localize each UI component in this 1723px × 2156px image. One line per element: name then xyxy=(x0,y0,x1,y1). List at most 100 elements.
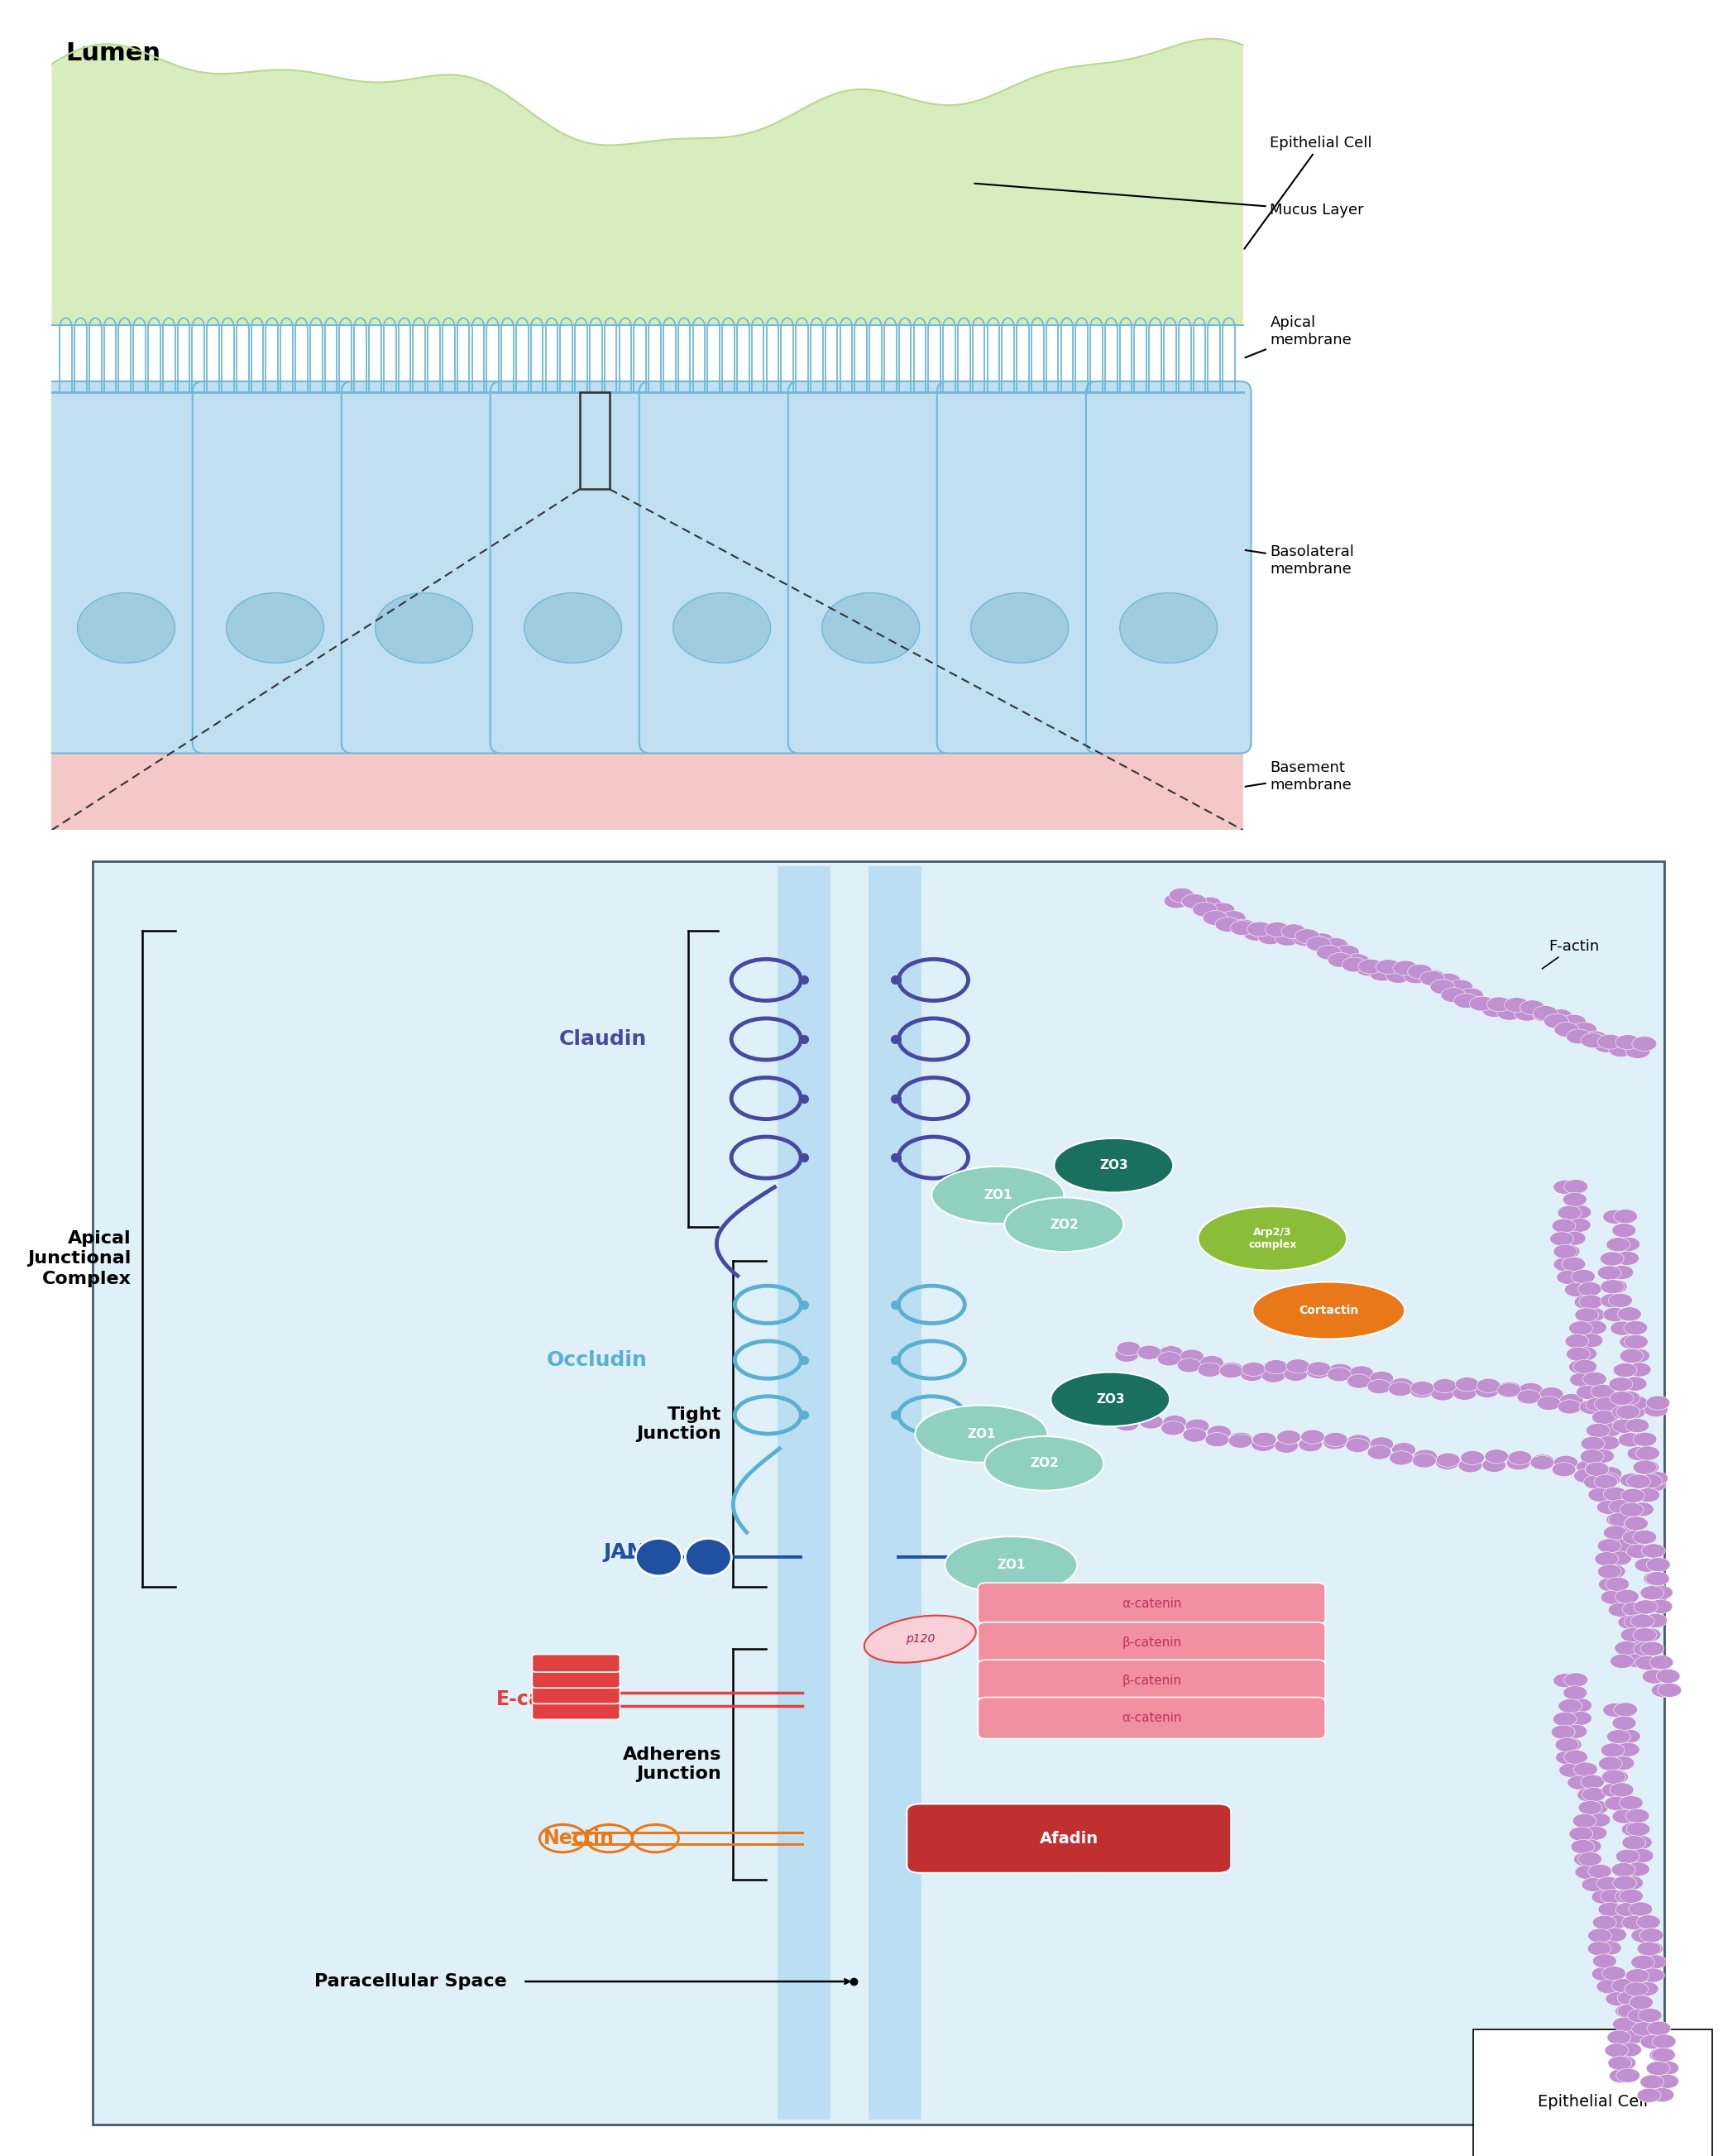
FancyBboxPatch shape xyxy=(787,382,953,752)
Circle shape xyxy=(1602,1966,1627,1981)
Circle shape xyxy=(1644,1572,1668,1587)
Circle shape xyxy=(1220,1365,1242,1378)
Circle shape xyxy=(1640,1927,1663,1943)
Circle shape xyxy=(1578,1800,1602,1815)
Circle shape xyxy=(1568,1774,1590,1789)
Circle shape xyxy=(1482,1457,1506,1473)
Circle shape xyxy=(1633,1432,1658,1447)
Circle shape xyxy=(1564,1673,1589,1686)
Ellipse shape xyxy=(1120,593,1218,664)
Circle shape xyxy=(1515,1007,1539,1022)
Circle shape xyxy=(1609,1266,1633,1279)
Circle shape xyxy=(1585,1800,1609,1815)
Circle shape xyxy=(1275,1438,1297,1453)
FancyBboxPatch shape xyxy=(491,382,655,752)
FancyBboxPatch shape xyxy=(937,382,1103,752)
Text: Arp2/3
complex: Arp2/3 complex xyxy=(1247,1227,1297,1250)
Circle shape xyxy=(1620,1796,1644,1809)
Circle shape xyxy=(1540,1386,1563,1401)
Circle shape xyxy=(1435,972,1461,987)
Text: JAM: JAM xyxy=(603,1542,648,1563)
Circle shape xyxy=(1508,1451,1532,1464)
Text: Claudin: Claudin xyxy=(560,1028,648,1050)
Text: β-catenin: β-catenin xyxy=(1122,1636,1182,1649)
Circle shape xyxy=(1115,1348,1139,1363)
Circle shape xyxy=(1611,1654,1633,1669)
Circle shape xyxy=(1625,1654,1649,1667)
Circle shape xyxy=(1649,1600,1673,1613)
Circle shape xyxy=(1601,1591,1625,1604)
Circle shape xyxy=(1601,1902,1625,1917)
Circle shape xyxy=(1447,979,1473,994)
Circle shape xyxy=(1413,1453,1437,1468)
Circle shape xyxy=(1585,1462,1609,1477)
FancyBboxPatch shape xyxy=(906,1805,1230,1874)
Circle shape xyxy=(1604,1526,1627,1539)
Circle shape xyxy=(1564,1335,1589,1348)
Circle shape xyxy=(1609,1294,1632,1307)
Circle shape xyxy=(1647,1557,1670,1572)
Circle shape xyxy=(1497,1005,1521,1020)
Circle shape xyxy=(1335,944,1359,959)
Text: Mucus Layer: Mucus Layer xyxy=(975,183,1365,218)
Text: Paracellular Space: Paracellular Space xyxy=(314,1973,507,1990)
Circle shape xyxy=(1564,1179,1589,1194)
Circle shape xyxy=(1199,1356,1223,1369)
Circle shape xyxy=(1544,1013,1568,1028)
Circle shape xyxy=(1630,1994,1652,2009)
Circle shape xyxy=(1228,1432,1253,1447)
Circle shape xyxy=(1516,1391,1540,1404)
Circle shape xyxy=(1621,1822,1645,1837)
Circle shape xyxy=(1599,1466,1621,1481)
Circle shape xyxy=(1420,970,1444,985)
Circle shape xyxy=(1404,968,1428,983)
Circle shape xyxy=(1649,1585,1673,1600)
Circle shape xyxy=(1177,1358,1201,1373)
Circle shape xyxy=(1580,1332,1602,1348)
Circle shape xyxy=(1623,1378,1647,1391)
Circle shape xyxy=(1230,921,1254,936)
Circle shape xyxy=(1568,1699,1592,1712)
Circle shape xyxy=(1611,1406,1635,1419)
Circle shape xyxy=(1580,1774,1604,1789)
Circle shape xyxy=(1583,1371,1606,1386)
Ellipse shape xyxy=(78,593,176,664)
Circle shape xyxy=(1587,1423,1609,1438)
Circle shape xyxy=(1627,1544,1651,1559)
Circle shape xyxy=(1182,895,1206,908)
Circle shape xyxy=(1392,1442,1416,1457)
Circle shape xyxy=(1368,1380,1390,1393)
Bar xyxy=(52,22,1406,830)
Text: ZO3: ZO3 xyxy=(1096,1393,1125,1406)
Circle shape xyxy=(1597,1501,1621,1514)
Circle shape xyxy=(1609,1501,1632,1514)
Circle shape xyxy=(1625,1395,1649,1410)
Circle shape xyxy=(1573,1852,1597,1867)
Circle shape xyxy=(1577,1460,1601,1475)
Circle shape xyxy=(1564,1283,1589,1296)
Circle shape xyxy=(1597,1902,1621,1917)
Circle shape xyxy=(1573,1813,1597,1828)
Circle shape xyxy=(1625,1809,1649,1824)
Circle shape xyxy=(1645,2061,1670,2076)
Circle shape xyxy=(1627,1363,1651,1378)
Ellipse shape xyxy=(944,1537,1077,1593)
Ellipse shape xyxy=(822,593,920,664)
Circle shape xyxy=(1558,1399,1582,1414)
Circle shape xyxy=(1597,1876,1620,1891)
Circle shape xyxy=(1604,1279,1627,1294)
Bar xyxy=(52,742,1242,830)
Circle shape xyxy=(1563,1192,1587,1207)
Circle shape xyxy=(1597,1940,1621,1955)
Circle shape xyxy=(1328,953,1353,968)
Circle shape xyxy=(1616,1035,1640,1050)
Text: ZO3: ZO3 xyxy=(1099,1160,1129,1171)
Text: Basolateral
membrane: Basolateral membrane xyxy=(1246,545,1354,576)
Circle shape xyxy=(1601,1294,1625,1309)
Circle shape xyxy=(1621,1835,1645,1850)
Circle shape xyxy=(1590,1384,1614,1399)
Circle shape xyxy=(1597,1473,1620,1488)
Circle shape xyxy=(1611,1322,1633,1335)
Circle shape xyxy=(1604,2044,1628,2057)
Circle shape xyxy=(1566,1028,1590,1044)
